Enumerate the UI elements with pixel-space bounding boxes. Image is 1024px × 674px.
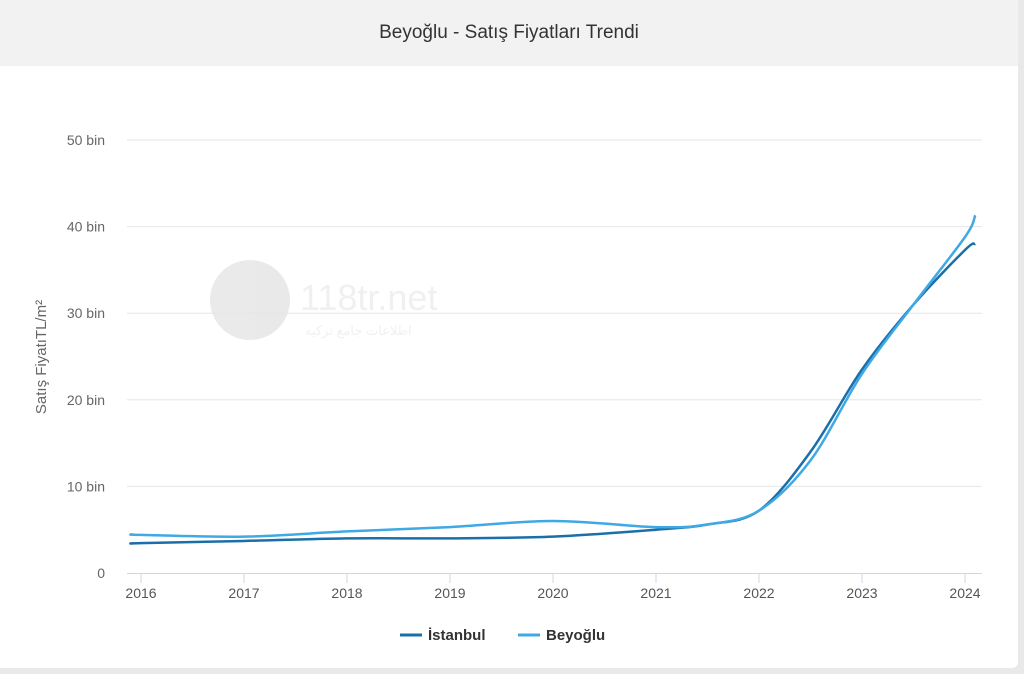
chart-title: Beyoğlu - Satış Fiyatları Trendi xyxy=(0,0,1018,66)
watermark-circle xyxy=(210,260,290,340)
x-tick-label: 2021 xyxy=(640,585,671,601)
watermark-subtext: اطلاعات جامع ترکیه xyxy=(305,323,412,339)
legend-item-1[interactable]: Beyoğlu xyxy=(546,627,605,644)
series-line-Beyoğlu xyxy=(129,214,977,538)
y-tick-label: 30 bin xyxy=(67,305,105,321)
y-tick-label: 40 bin xyxy=(67,219,105,235)
x-tick-label: 2024 xyxy=(949,585,980,601)
x-tick-label: 2017 xyxy=(228,585,259,601)
x-tick-label: 2023 xyxy=(846,585,877,601)
x-tick-label: 2018 xyxy=(331,585,362,601)
watermark-logo: 118tr.net اطلاعات جامع ترکیه xyxy=(210,260,437,340)
x-tick-label: 2022 xyxy=(743,585,774,601)
x-tick-label: 2020 xyxy=(537,585,568,601)
y-tick-label: 10 bin xyxy=(67,478,105,494)
y-tick-label: 0 xyxy=(97,565,105,581)
legend-item-0[interactable]: İstanbul xyxy=(428,627,486,644)
y-tick-label: 20 bin xyxy=(67,392,105,408)
y-tick-label: 50 bin xyxy=(67,132,105,148)
watermark-text: 118tr.net xyxy=(300,277,437,318)
x-tick-label: 2019 xyxy=(434,585,465,601)
y-axis-title: Satış FiyatıTL/m² xyxy=(33,300,50,414)
x-tick-label: 2016 xyxy=(125,585,156,601)
